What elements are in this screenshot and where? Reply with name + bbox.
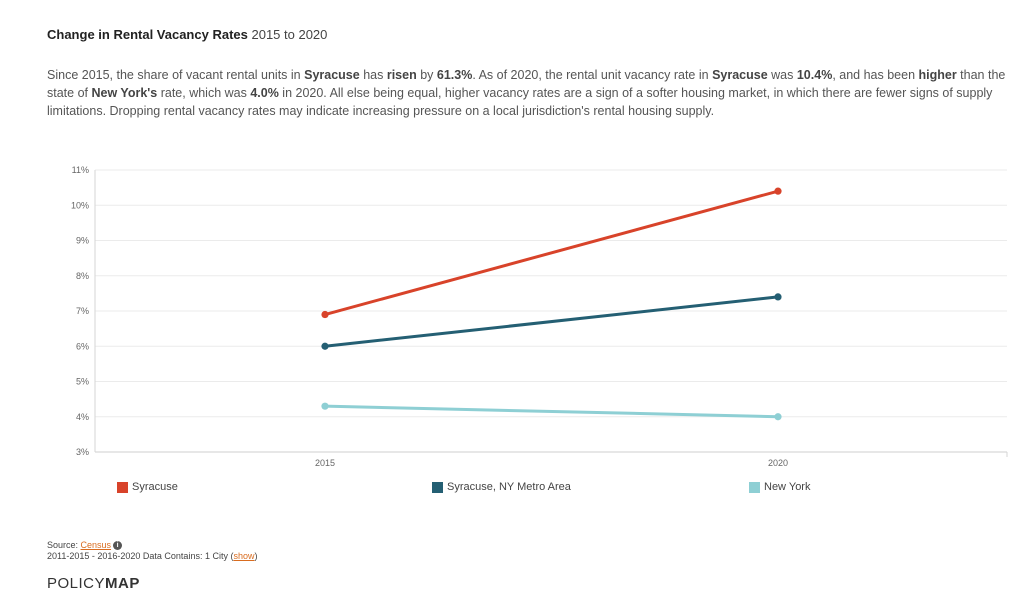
show-link[interactable]: show <box>233 551 255 561</box>
y-tick-label: 8% <box>76 271 89 281</box>
y-tick-label: 6% <box>76 341 89 351</box>
series-line <box>323 404 780 419</box>
y-tick-label: 10% <box>71 200 89 210</box>
desc-text: in 2020. All else being equal, higher va… <box>47 86 993 118</box>
legend-label: Syracuse <box>132 481 178 493</box>
logo-part2: MAP <box>105 575 140 592</box>
policymap-logo: POLICYMAP <box>47 575 140 592</box>
desc-bold: 61.3% <box>436 68 473 82</box>
chart-title: Change in Rental Vacancy Rates 2015 to 2… <box>47 27 327 42</box>
series-line <box>323 189 780 317</box>
desc-text: , and has been <box>832 68 919 82</box>
desc-text: Since 2015, the share of vacant rental u… <box>47 68 305 82</box>
y-tick-label: 5% <box>76 377 89 387</box>
data-contains-text: 2011-2015 - 2016-2020 Data Contains: 1 C… <box>47 551 234 561</box>
desc-bold: Syracuse <box>712 68 768 82</box>
source-label: Source: <box>47 540 81 550</box>
desc-bold: 10.4% <box>796 68 833 82</box>
legend-item[interactable]: New York <box>749 481 810 493</box>
legend-swatch <box>432 481 443 493</box>
data-point <box>321 310 329 319</box>
desc-bold: higher <box>918 68 957 82</box>
desc-bold: risen <box>386 68 417 82</box>
y-tick-label: 3% <box>76 447 89 457</box>
y-tick-label: 7% <box>76 306 89 316</box>
census-link[interactable]: Census <box>80 540 112 550</box>
desc-text: was <box>767 68 797 82</box>
desc-text: than the state of <box>47 68 1006 100</box>
description: Since 2015, the share of vacant rental u… <box>47 66 1007 120</box>
info-icon[interactable]: i <box>113 541 123 550</box>
data-point <box>774 413 782 421</box>
line-chart: 3% 4% 5% 6% 7% 8% 9% 10% 11% 2015 2020 <box>71 165 1008 468</box>
chart-legend: Syracuse Syracuse, NY Metro Area New York <box>0 481 1024 495</box>
y-tick-label: 4% <box>76 412 89 422</box>
desc-text: . As of 2020, the rental unit vacancy ra… <box>472 68 713 82</box>
data-point <box>774 293 782 301</box>
data-point <box>774 187 782 195</box>
legend-item[interactable]: Syracuse <box>117 481 178 493</box>
data-point <box>321 402 329 410</box>
x-tick-label: 2020 <box>768 458 788 468</box>
x-tick-label: 2015 <box>315 458 335 468</box>
legend-swatch <box>749 481 760 493</box>
legend-item[interactable]: Syracuse, NY Metro Area <box>432 481 571 493</box>
desc-text: rate, which was <box>157 86 251 100</box>
legend-label: New York <box>764 481 811 493</box>
y-tick-label: 11% <box>72 165 89 175</box>
chart-title-main: Change in Rental Vacancy Rates <box>47 27 248 42</box>
desc-text: by <box>416 68 437 82</box>
source-info: Source: Census i 2011-2015 - 2016-2020 Da… <box>47 540 257 562</box>
desc-bold: Syracuse <box>304 68 360 82</box>
data-point <box>321 342 329 350</box>
y-tick-label: 9% <box>76 236 89 246</box>
data-contains-suffix: ) <box>254 551 258 561</box>
legend-label: Syracuse, NY Metro Area <box>447 481 571 493</box>
desc-bold: New York's <box>91 86 158 100</box>
desc-text: has <box>359 68 387 82</box>
legend-swatch <box>117 481 128 493</box>
series-line <box>323 295 780 348</box>
chart-title-subtitle: 2015 to 2020 <box>251 27 328 42</box>
logo-part1: POLICY <box>47 575 106 592</box>
desc-bold: 4.0% <box>250 86 279 100</box>
